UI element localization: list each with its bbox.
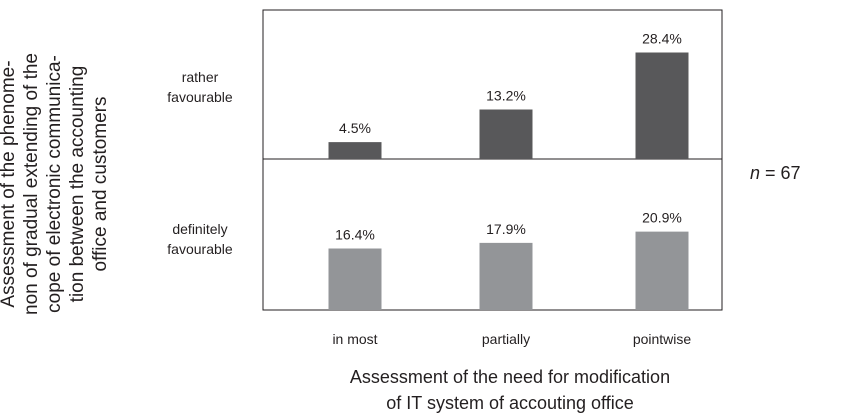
y-axis-title-line-2: non of gradual extending of the — [21, 53, 42, 315]
y-axis-title: Assessment of the phenome- non of gradua… — [0, 53, 111, 315]
y-axis-title-line-3: cope of electronic communica- — [44, 55, 65, 313]
bar-rather-favourable-in-most — [328, 142, 382, 159]
y-axis-title-line-4: tion between the accounting — [67, 66, 88, 303]
panel-label-definitely-line-2: favourable — [167, 241, 233, 257]
y-axis-title-line-5: office and customers — [90, 97, 111, 272]
value-label-rather-favourable-pointwise: 28.4% — [642, 31, 682, 47]
sample-size-value: = 67 — [760, 163, 801, 183]
value-label-definitely-favourable-pointwise: 20.9% — [642, 210, 682, 226]
bar-definitely-favourable-pointwise — [635, 231, 689, 310]
y-axis-title-line-1: Assessment of the phenome- — [0, 60, 19, 307]
bar-definitely-favourable-in-most — [328, 248, 382, 310]
x-tick-partially: partially — [482, 331, 530, 347]
x-tick-in-most: in most — [332, 331, 377, 347]
sample-size-n: n — [750, 163, 760, 183]
x-axis-title-line-2: of IT system of accouting office — [386, 393, 633, 413]
bar-rather-favourable-partially — [479, 109, 533, 159]
panel-label-rather-line-1: rather — [182, 69, 219, 85]
value-label-rather-favourable-in-most: 4.5% — [339, 120, 371, 136]
bar-rather-favourable-pointwise — [635, 52, 689, 159]
x-axis-title-line-1: Assessment of the need for modification — [350, 367, 670, 387]
x-tick-pointwise: pointwise — [633, 331, 692, 347]
sample-size-annotation: n = 67 — [750, 163, 801, 183]
value-label-definitely-favourable-in-most: 16.4% — [335, 227, 375, 243]
panel-label-definitely-line-1: definitely — [172, 221, 227, 237]
bars-group: 4.5% 13.2% 28.4% 16.4% 17.9% 20.9% — [328, 31, 689, 310]
panel-label-rather-line-2: favourable — [167, 89, 233, 105]
value-label-rather-favourable-partially: 13.2% — [486, 88, 526, 104]
value-label-definitely-favourable-partially: 17.9% — [486, 221, 526, 237]
x-ticks-group: in most partially pointwise — [332, 331, 691, 347]
bar-definitely-favourable-partially — [479, 242, 533, 310]
